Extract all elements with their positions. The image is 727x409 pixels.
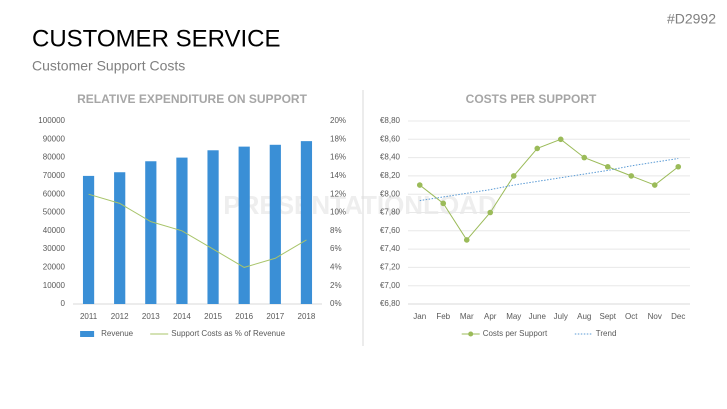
x-tick-label: 2014 (173, 312, 191, 321)
x-tick-label: July (554, 312, 568, 321)
x-tick-label: Nov (648, 312, 662, 321)
point (416, 182, 423, 188)
legend-label: Costs per Support (483, 329, 548, 338)
point (534, 145, 541, 152)
bar (238, 146, 250, 304)
y-tick-label: 80000 (43, 153, 66, 162)
x-tick-label: May (506, 312, 521, 321)
point (604, 163, 611, 170)
bar (269, 144, 281, 304)
chart-title: RELATIVE EXPENDITURE ON SUPPORT (77, 92, 307, 106)
x-tick-label: 2012 (111, 312, 129, 321)
y2-tick-label: 8% (330, 226, 342, 235)
x-tick-label: Aug (577, 312, 591, 321)
x-tick-label: 2015 (204, 312, 222, 321)
y-tick-label: €6,80 (380, 299, 401, 308)
y2-tick-label: 4% (330, 263, 342, 272)
x-tick-label: 2013 (142, 312, 160, 321)
point (628, 173, 635, 179)
y-tick-label: 70000 (43, 171, 66, 180)
y2-tick-label: 14% (330, 171, 346, 180)
y2-tick-label: 2% (330, 281, 342, 290)
chart-title: COSTS PER SUPPORT (466, 92, 597, 106)
y-tick-label: €8,60 (380, 134, 401, 143)
y2-tick-label: 0% (330, 299, 342, 308)
y-tick-label: €7,40 (380, 244, 401, 253)
point (675, 163, 682, 170)
legend-label: Revenue (101, 329, 134, 338)
y-tick-label: 40000 (43, 226, 66, 235)
y-tick-label: €7,60 (380, 226, 401, 235)
x-tick-label: Feb (436, 312, 450, 321)
bar (114, 172, 126, 304)
y-tick-label: 100000 (38, 116, 65, 125)
legend-label: Trend (596, 329, 617, 338)
x-tick-label: 2018 (298, 312, 316, 321)
slide-title: CUSTOMER SERVICE (32, 25, 281, 52)
y-tick-label: €7,20 (380, 263, 401, 272)
x-tick-label: 2016 (235, 312, 253, 321)
point (557, 136, 564, 143)
y-tick-label: 30000 (43, 244, 66, 253)
y-tick-label: 50000 (43, 208, 66, 217)
legend-swatch (80, 331, 95, 337)
legend-swatch (468, 331, 474, 337)
x-tick-label: Apr (484, 312, 497, 321)
x-tick-label: Oct (625, 312, 638, 321)
y-tick-label: €8,00 (380, 189, 401, 198)
point (487, 209, 494, 216)
bar (207, 150, 219, 304)
point (651, 182, 658, 188)
y-tick-label: 20000 (43, 263, 66, 272)
y-tick-label: 90000 (43, 134, 66, 143)
y2-tick-label: 18% (330, 134, 346, 143)
y-tick-label: 60000 (43, 189, 66, 198)
x-tick-label: Dec (671, 312, 685, 321)
point (581, 154, 588, 161)
y-tick-label: €8,20 (380, 171, 401, 180)
line (419, 138, 679, 241)
y-tick-label: €7,00 (380, 281, 401, 290)
y-tick-label: €8,80 (380, 116, 401, 125)
x-tick-label: 2011 (80, 312, 98, 321)
y-tick-label: 10000 (43, 281, 66, 290)
x-tick-label: Jan (413, 312, 426, 321)
y2-tick-label: 16% (330, 153, 346, 162)
point (463, 237, 470, 243)
x-tick-label: Sept (600, 312, 617, 321)
slide-subtitle: Customer Support Costs (32, 58, 185, 74)
legend-label: Support Costs as % of Revenue (171, 329, 285, 338)
slide-code: #D2992 (667, 11, 716, 27)
line (88, 193, 307, 268)
y-tick-label: €8,40 (380, 153, 401, 162)
y2-tick-label: 12% (330, 189, 346, 198)
x-tick-label: Mar (460, 312, 474, 321)
y-tick-label: €7,80 (380, 208, 401, 217)
bar (82, 175, 95, 304)
point (510, 173, 517, 179)
bar (300, 141, 313, 304)
y-tick-label: 0 (61, 299, 66, 308)
y2-tick-label: 10% (330, 208, 346, 217)
y2-tick-label: 6% (330, 244, 342, 253)
y2-tick-label: 20% (330, 116, 346, 125)
x-tick-label: 2017 (266, 312, 284, 321)
point (440, 200, 447, 207)
bar (145, 161, 157, 304)
x-tick-label: June (529, 312, 547, 321)
